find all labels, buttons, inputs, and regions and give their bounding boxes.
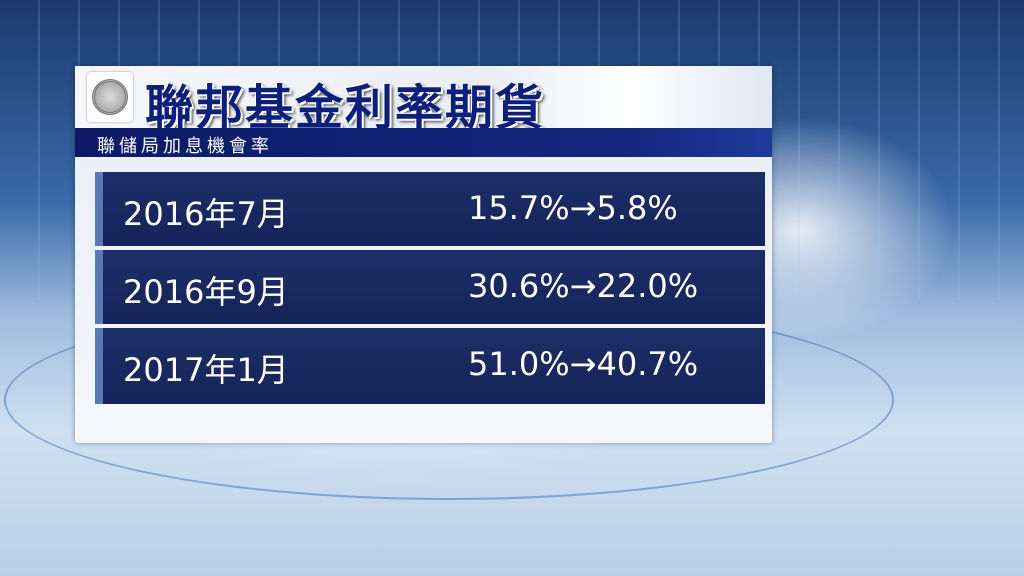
table-row: 2017年1月 51.0%→40.7% <box>95 328 765 404</box>
info-panel: 聯邦基金利率期貨 聯儲局加息機會率 2016年7月 15.7%→5.8% 201… <box>75 66 772 443</box>
row-month: 2016年7月 <box>123 195 289 233</box>
title-area: 聯邦基金利率期貨 <box>75 66 772 136</box>
table-row: 2016年9月 30.6%→22.0% <box>95 250 765 324</box>
table-row: 2016年7月 15.7%→5.8% <box>95 172 765 246</box>
row-month: 2017年1月 <box>123 351 289 389</box>
seal-logo-icon <box>87 72 133 122</box>
row-change: 51.0%→40.7% <box>468 345 699 383</box>
row-month: 2016年9月 <box>123 273 289 311</box>
row-change: 30.6%→22.0% <box>468 267 699 305</box>
row-change: 15.7%→5.8% <box>468 189 678 227</box>
panel-title: 聯邦基金利率期貨 <box>145 80 546 136</box>
subtitle-bar: 聯儲局加息機會率 <box>75 128 772 157</box>
panel-subtitle: 聯儲局加息機會率 <box>97 136 273 157</box>
